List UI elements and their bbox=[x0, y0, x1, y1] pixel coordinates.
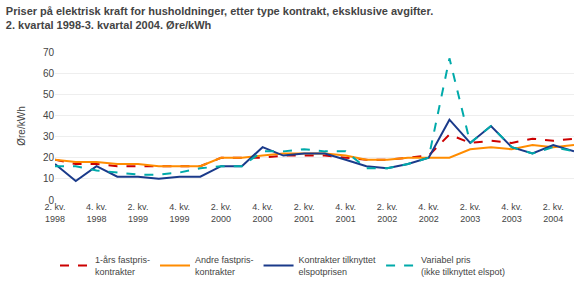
svg-text:4. kv.1998: 4. kv.1998 bbox=[86, 202, 107, 224]
svg-text:2. kv.2001: 2. kv.2001 bbox=[294, 202, 315, 224]
svg-text:4. kv.2001: 4. kv.2001 bbox=[335, 202, 356, 224]
svg-text:30: 30 bbox=[43, 131, 55, 142]
svg-text:2. kv.2003: 2. kv.2003 bbox=[460, 202, 481, 224]
svg-text:2. kv.2002: 2. kv.2002 bbox=[377, 202, 398, 224]
svg-text:60: 60 bbox=[43, 68, 55, 79]
svg-text:2. kv.1998: 2. kv.1998 bbox=[45, 202, 66, 224]
svg-text:1-års fastpris-kontrakter: 1-års fastpris-kontrakter bbox=[95, 255, 150, 277]
svg-text:50: 50 bbox=[43, 89, 55, 100]
svg-text:Priser på elektrisk kraft for: Priser på elektrisk kraft for husholdnin… bbox=[6, 5, 433, 31]
svg-text:10: 10 bbox=[43, 173, 55, 184]
svg-text:70: 70 bbox=[43, 47, 55, 58]
svg-text:0: 0 bbox=[48, 195, 54, 206]
svg-text:40: 40 bbox=[43, 110, 55, 121]
svg-text:Øre/kWh: Øre/kWh bbox=[16, 106, 27, 145]
svg-text:4. kv.1999: 4. kv.1999 bbox=[169, 202, 190, 224]
svg-text:Variabel pris(ikke tilknyttet: Variabel pris(ikke tilknyttet elspot) bbox=[421, 255, 505, 277]
svg-text:4. kv.2000: 4. kv.2000 bbox=[252, 202, 273, 224]
svg-text:Kontrakter tilknyttetelspotpri: Kontrakter tilknyttetelspotprisen bbox=[299, 255, 377, 277]
svg-text:2. kv.1999: 2. kv.1999 bbox=[128, 202, 149, 224]
svg-text:Andre fastpris-kontrakter: Andre fastpris-kontrakter bbox=[195, 255, 254, 277]
svg-text:2. kv.2004: 2. kv.2004 bbox=[543, 202, 564, 224]
svg-text:20: 20 bbox=[43, 152, 55, 163]
svg-text:2. kv.2000: 2. kv.2000 bbox=[211, 202, 232, 224]
svg-text:4. kv.2002: 4. kv.2002 bbox=[418, 202, 439, 224]
svg-text:4. kv.2003: 4. kv.2003 bbox=[501, 202, 522, 224]
